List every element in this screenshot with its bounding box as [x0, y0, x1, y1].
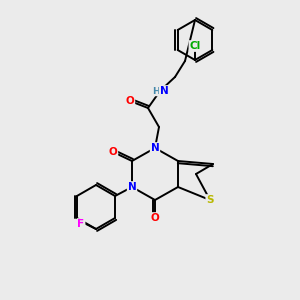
- Text: N: N: [160, 86, 168, 96]
- Text: S: S: [206, 195, 214, 205]
- Text: H: H: [152, 86, 160, 95]
- Text: F: F: [77, 219, 85, 229]
- Text: Cl: Cl: [189, 41, 201, 51]
- Text: N: N: [128, 182, 136, 192]
- Text: O: O: [126, 96, 134, 106]
- Text: N: N: [151, 143, 159, 153]
- Text: O: O: [151, 213, 159, 223]
- Text: O: O: [109, 147, 117, 157]
